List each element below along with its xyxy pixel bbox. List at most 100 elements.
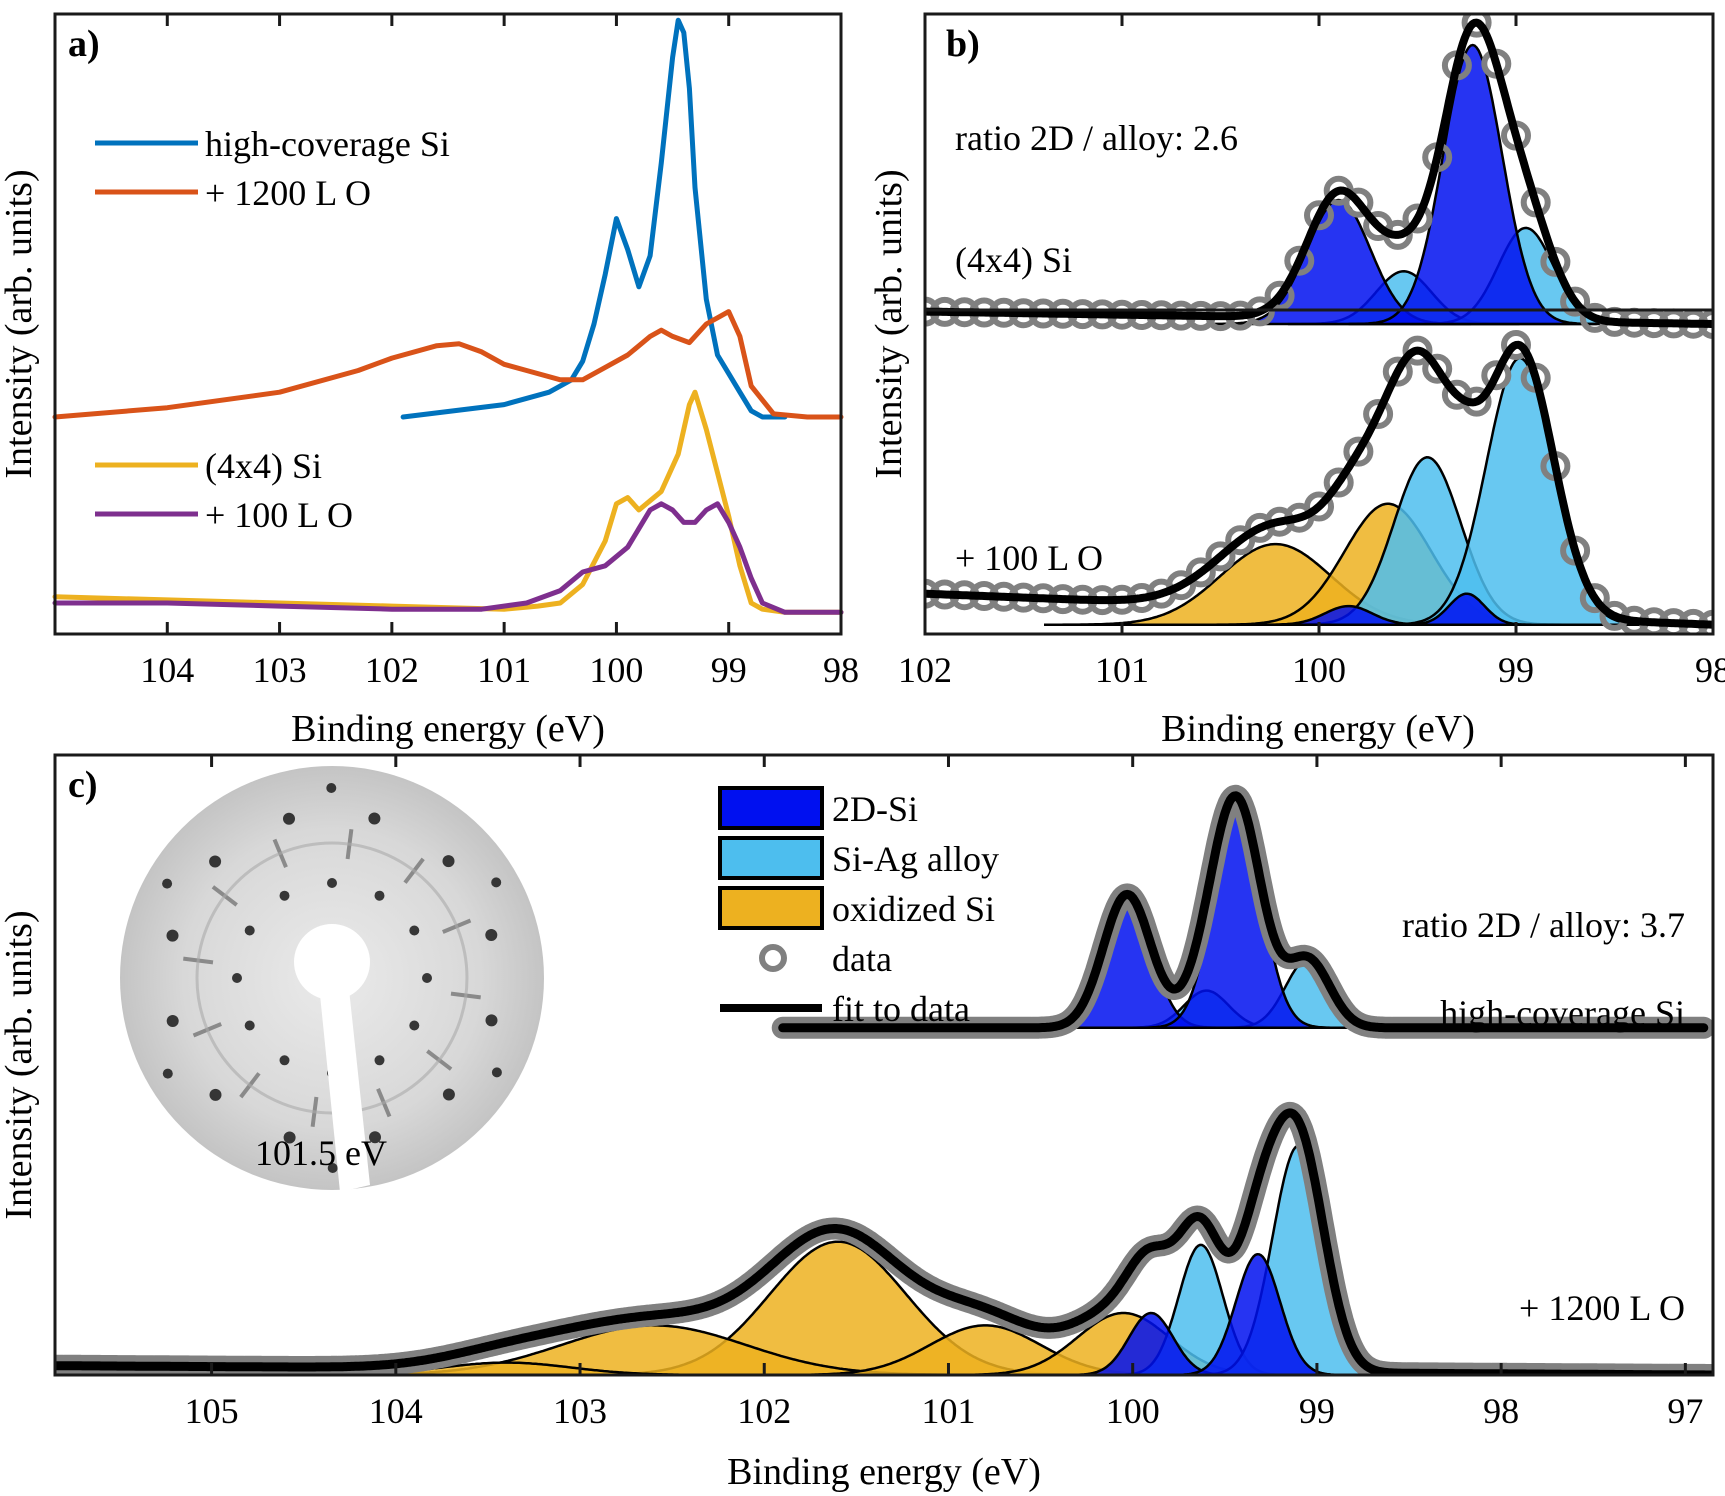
data-point (1560, 286, 1591, 317)
data-point (1343, 436, 1374, 467)
panel-c-x-tick-label: 102 (737, 1391, 791, 1431)
leed-spot (209, 1088, 222, 1101)
panel-b-x-tick-label: 101 (1095, 650, 1149, 690)
panel-c-x-tick-label: 103 (553, 1391, 607, 1431)
data-point (1382, 356, 1413, 387)
panel-c-ratio-annotation: ratio 2D / alloy: 3.7 (1402, 905, 1685, 945)
panel-c-y-axis-title: Intensity (arb. units) (0, 910, 40, 1219)
data-point (1461, 14, 1492, 38)
panel-c-label-1200-l-o: + 1200 L O (1519, 1288, 1685, 1328)
panel-a-x-axis-title: Binding energy (eV) (291, 708, 605, 750)
series-line-high-coverage-si (400, 17, 788, 420)
panel-b-x-ticks: 102 101 100 99 98 (898, 14, 1725, 690)
data-point (1343, 187, 1374, 218)
leed-spot (442, 1088, 455, 1101)
leed-spot (368, 812, 381, 825)
panel-c-letter: c) (68, 764, 98, 806)
legend-swatch-si-ag-alloy (718, 836, 824, 880)
leed-spot (162, 1068, 173, 1079)
data-point (1284, 245, 1315, 276)
leed-spot (244, 925, 255, 936)
legend-label-2d-si: 2D-Si (832, 789, 918, 829)
panel-a-legend-bottom: (4x4) Si + 100 L O (95, 446, 353, 535)
panel-a-x-tick-label: 98 (823, 650, 859, 690)
panel-c-x-tick-label: 105 (185, 1391, 239, 1431)
panel-a-y-axis-title: Intensity (arb. units) (0, 169, 40, 478)
data-point (1304, 200, 1334, 231)
panel-c-x-tick-label: 104 (369, 1391, 423, 1431)
panel-a-x-tick-label: 104 (140, 650, 194, 690)
panel-b-plot-area (925, 14, 1713, 634)
panel-b-label-4x4: (4x4) Si (955, 240, 1072, 280)
data-point (1264, 280, 1295, 311)
panel-c: 105 104 103 102 101 100 99 98 97 c) 101.5 eV 2D-… (0, 753, 1715, 1493)
panel-b-label-100-l-o: + 100 L O (955, 538, 1103, 578)
panel-c-x-tick-label: 99 (1299, 1391, 1335, 1431)
panel-b-x-tick-label: 100 (1292, 650, 1346, 690)
leed-spot (326, 783, 337, 793)
leed-gun-shadow (318, 975, 370, 1192)
leed-spot (327, 1163, 338, 1173)
legend-label-100-l-o: + 100 L O (205, 495, 353, 535)
series-line-4x4-si (52, 389, 844, 615)
leed-spot (232, 973, 242, 983)
panel-a-frame (53, 12, 843, 636)
leed-pattern-inset: 101.5 eV (120, 766, 544, 1192)
panel-c-x-axis-title: Binding energy (eV) (727, 1451, 1041, 1493)
data-point (1304, 491, 1334, 522)
panel-a-x-tick-label: 102 (365, 650, 419, 690)
leed-spot (283, 1131, 296, 1144)
panel-a-x-ticks: 104 103 102 101 100 99 98 (140, 14, 859, 690)
legend-swatch-2d-si (718, 786, 824, 830)
panel-c-frame (53, 753, 1715, 1377)
data-point (1323, 467, 1354, 498)
panel-c-x-tick-label: 97 (1667, 1391, 1703, 1431)
fit-line (925, 340, 1713, 629)
leed-spot (409, 1020, 420, 1031)
leed-spot (162, 878, 173, 889)
fit-line (778, 791, 1709, 1033)
data-point (1501, 330, 1531, 360)
panel-b-x-tick-label: 99 (1498, 650, 1534, 690)
data-point (1402, 203, 1433, 234)
component-2d-si (1165, 1252, 1351, 1375)
legend-label-data: data (832, 939, 892, 979)
leed-spot (209, 855, 222, 868)
panel-a-legend-top: high-coverage Si + 1200 L O (95, 124, 450, 213)
leed-spot (166, 1015, 179, 1027)
panel-b-x-clipped-plot (925, 14, 1713, 634)
data-point (1540, 246, 1571, 277)
panel-c-x-ticks: 105 104 103 102 101 100 99 98 97 (185, 755, 1703, 1431)
panel-b-x-tick-label: 102 (898, 650, 952, 690)
legend-label-si-ag-alloy: Si-Ag alloy (832, 839, 999, 879)
leed-spot (409, 925, 420, 936)
panel-a-x-tick-label: 101 (477, 650, 531, 690)
leed-spot (279, 890, 290, 901)
panel-c-legend: 2D-Si Si-Ag alloy oxidized Si data fit t… (718, 786, 999, 1029)
leed-spot (279, 1055, 290, 1066)
panel-b-x-tick-label: 98 (1695, 650, 1725, 690)
leed-spot (442, 855, 455, 868)
leed-spot (374, 1055, 385, 1066)
fit-line (55, 1108, 1713, 1375)
panel-a: 104 103 102 101 100 99 98 a) high-coverage Si … (0, 12, 859, 750)
panel-a-plot-area (52, 17, 844, 615)
data-point (1402, 335, 1433, 366)
data-point (1205, 541, 1236, 572)
legend-label-fit: fit to data (832, 989, 970, 1029)
panel-c-label-high-coverage: high-coverage Si (1440, 993, 1685, 1033)
component-2d-si (1392, 592, 1542, 626)
panel-c-x-tick-label: 98 (1483, 1391, 1519, 1431)
leed-spot (374, 890, 385, 901)
leed-spot (369, 1131, 381, 1144)
legend-label-high-coverage-si: high-coverage Si (205, 124, 450, 164)
leed-spot (491, 1067, 502, 1078)
panel-a-x-tick-label: 99 (711, 650, 747, 690)
data-point (1481, 360, 1512, 391)
panel-c-x-tick-label: 100 (1106, 1391, 1160, 1431)
panel-b: 102 101 100 99 98 b) ratio 2D / alloy: 2.6 (… (868, 12, 1725, 750)
panel-a-x-tick-label: 100 (589, 650, 643, 690)
legend-marker-data (759, 944, 787, 972)
leed-spot (422, 973, 432, 983)
